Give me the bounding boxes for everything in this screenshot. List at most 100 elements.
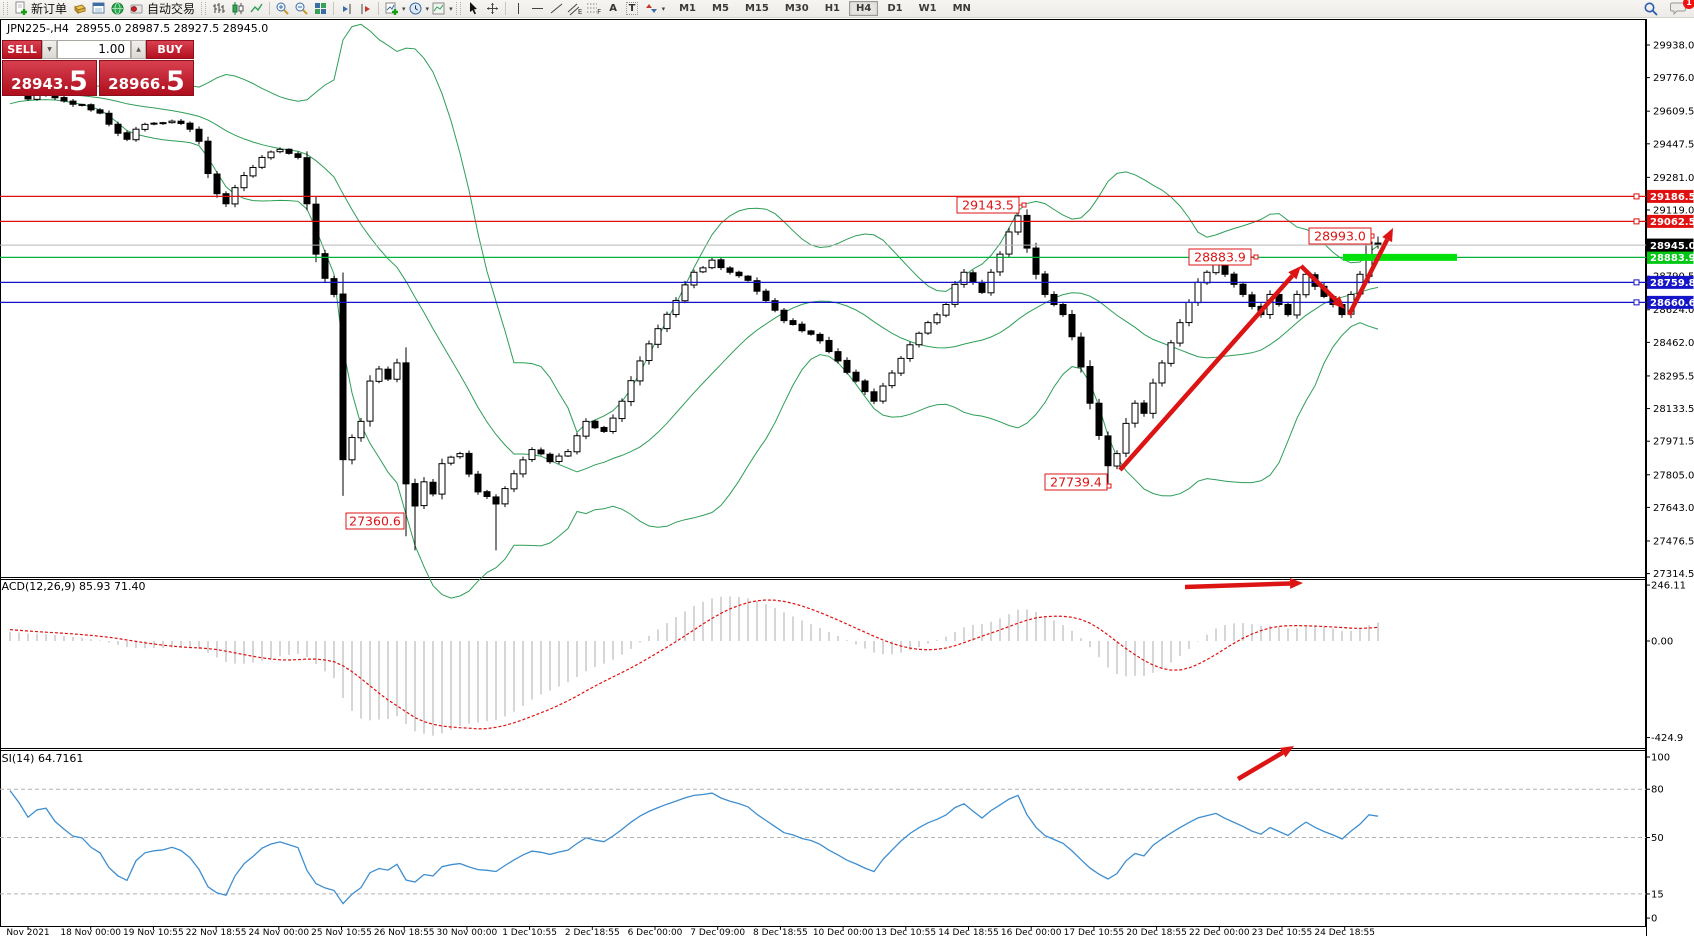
price-axis[interactable]: 29938.0 29776.0 29609.5 29447.5 29281.0 29119… [1646,40,1694,925]
sell-price-panel[interactable]: 28943. 5 [2,60,97,96]
price-annotation-box[interactable] [1308,227,1372,245]
price-tick-label: 29938.0 [1653,40,1694,51]
tile-windows-icon[interactable] [312,1,329,16]
candle-down [384,368,392,380]
trend-arrow[interactable] [1346,238,1390,317]
arrows-caret-icon[interactable]: ▾ [661,4,666,13]
price-badge-label: 28759.8 [1650,278,1694,289]
candle-down [852,371,860,382]
price-tick-label: 28295.5 [1653,371,1694,382]
trend-arrow[interactable] [1184,581,1291,590]
new-order-icon[interactable] [12,1,29,16]
price-level-lines[interactable] [0,193,1646,306]
tf-m15[interactable]: M15 [744,3,769,14]
time-tick-label: 24 Dec 18:55 [1314,928,1375,936]
horizontal-line-icon[interactable] [529,1,546,16]
candle-up [267,151,275,159]
cursor-icon[interactable] [465,1,482,16]
indicators-caret-icon[interactable]: ▾ [402,4,406,13]
candle-up [708,259,716,269]
time-tick-label: 2 Dec 18:55 [565,928,620,936]
label-tool-icon[interactable]: T [624,1,641,16]
tf-mn[interactable]: MN [952,3,971,14]
templates-icon[interactable] [430,1,447,16]
templates-caret-icon[interactable]: ▾ [449,4,453,13]
toolbar-grip[interactable] [3,2,8,15]
sell-button[interactable]: SELL [2,40,42,59]
zoom-in-icon[interactable] [274,1,291,16]
volume-up-button[interactable]: ▲ [131,40,146,59]
tf-h4[interactable]: H4 [849,1,879,16]
fibonacci-icon[interactable]: F [586,1,603,16]
zoom-out-icon[interactable] [293,1,310,16]
buy-button[interactable]: BUY [146,40,194,59]
price-annotation-box[interactable] [1044,473,1108,491]
time-axis[interactable]: Nov 2021 18 Nov 00:00 19 Nov 10:55 22 Nov 1… [6,926,1375,936]
tf-w1[interactable]: W1 [918,3,937,14]
price-annotation-box[interactable] [956,196,1020,214]
tf-h1[interactable]: H1 [824,3,841,14]
candle-up [573,435,581,453]
candle-up [1167,342,1175,364]
rsi-series [9,790,1379,905]
auto-trading-icon[interactable] [128,1,145,16]
candle-up [231,187,239,205]
green-highlight-band[interactable] [1343,253,1457,261]
tf-m30[interactable]: M30 [784,3,809,14]
candle-down [60,97,68,102]
tf-m1[interactable]: M1 [679,3,697,14]
line-chart-icon[interactable] [248,1,265,16]
periods-caret-icon[interactable]: ▾ [425,4,430,13]
new-order-label[interactable]: 新订单 [31,2,68,16]
candle-up [1293,293,1301,316]
price-annotation-box[interactable] [345,512,405,530]
data-window-icon[interactable] [90,1,107,16]
channel-letter: E [577,7,583,16]
candle-up [996,253,1004,273]
candle-up [1185,301,1193,324]
candle-down [591,420,599,429]
green-band[interactable] [1343,253,1457,261]
candlestick-chart-icon[interactable] [229,1,246,16]
candle-up [663,313,671,330]
toolbar-grip[interactable] [201,2,207,15]
equidistant-channel-icon[interactable]: E [567,1,584,16]
arrows-tool-icon[interactable] [643,1,660,16]
market-watch-icon[interactable] [71,1,88,16]
bar-chart-icon[interactable] [210,1,227,16]
auto-scroll-icon[interactable] [338,1,355,16]
vertical-line-icon[interactable] [510,1,527,16]
candle-up [1176,322,1184,344]
candle-down [1077,336,1085,368]
buy-price-panel[interactable]: 28966. 5 [99,60,194,96]
tf-m5[interactable]: M5 [712,3,729,14]
trend-arrow[interactable] [1299,264,1338,302]
toolbar-grip[interactable] [455,2,461,15]
price-tick-label: 28624.0 [1653,305,1694,316]
trend-arrow[interactable] [1118,274,1295,472]
annotations[interactable]: 29143.5 28993.0 28883.9 27739.4 27360.6 [345,196,1393,781]
crosshair-icon[interactable] [484,1,501,16]
candle-down [96,109,104,114]
search-icon[interactable] [1642,1,1659,16]
trend-arrow-head [1382,228,1393,243]
auto-trading-label[interactable]: 自动交易 [147,2,196,16]
candle-up [528,449,536,461]
price-annotation-box[interactable] [1188,248,1252,266]
candle-down [87,104,95,111]
indicators-icon[interactable] [383,1,400,16]
rsi-indicator-label: RSI(14) 64.7161 [0,752,84,765]
tf-d1[interactable]: D1 [887,3,903,14]
navigator-icon[interactable] [109,1,126,16]
chart-shift-icon[interactable] [357,1,374,16]
trendline-icon[interactable] [548,1,565,16]
periods-icon[interactable] [407,1,424,16]
trend-arrow[interactable] [1236,750,1284,781]
volume-input[interactable]: 1.00 [57,40,131,59]
text-tool-icon[interactable]: A [609,3,617,14]
level-anchor [1633,299,1640,306]
volume-down-button[interactable]: ▼ [42,40,57,59]
notifications-icon[interactable]: 1 [1670,0,1694,18]
